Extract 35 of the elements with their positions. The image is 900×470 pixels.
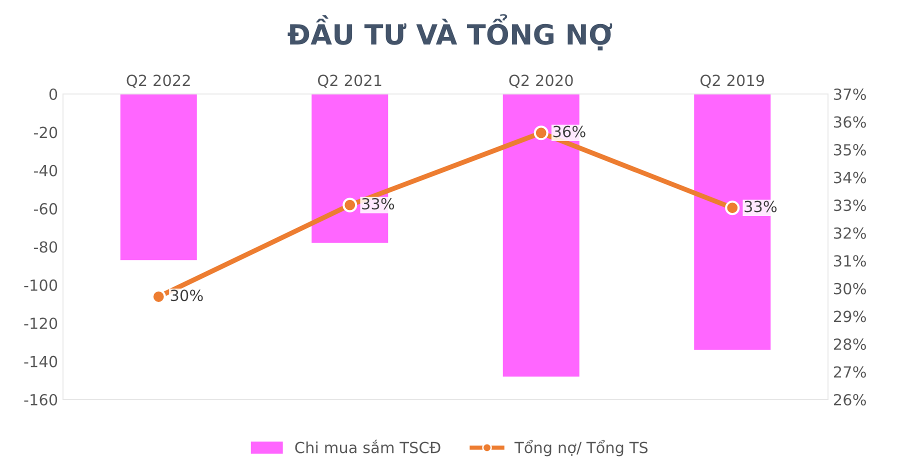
data-label: 33%	[744, 200, 777, 212]
x-tick-label: Q2 2021	[318, 74, 382, 88]
y2-tick-label: 30%	[834, 282, 866, 294]
data-label: 36%	[553, 126, 586, 138]
y-tick-label: -40	[34, 164, 58, 176]
y-tick-label: 0	[49, 88, 58, 100]
y2-tick-label: 26%	[834, 394, 866, 406]
y2-tick-label: 35%	[834, 144, 866, 156]
y-tick-label: -160	[24, 394, 58, 406]
y-tick-label: -100	[24, 279, 58, 291]
y2-tick-label: 37%	[834, 88, 866, 100]
y2-tick-label: 27%	[834, 366, 866, 378]
point	[342, 198, 358, 212]
legend-label: Tổng nợ/ Tổng TS	[514, 440, 648, 456]
y-tick-label: -20	[34, 126, 58, 138]
data-label: 30%	[170, 290, 203, 302]
legend-label: Chi mua sắm TSCĐ	[295, 440, 440, 454]
y2-tick-label: 34%	[834, 172, 866, 184]
y2-tick-label: 33%	[834, 200, 866, 212]
x-tick-label: Q2 2022	[126, 74, 190, 88]
data-label: 33%	[362, 198, 394, 210]
y2-tick-label: 36%	[834, 116, 866, 128]
point	[725, 200, 740, 216]
x-tick-label: Q2 2019	[700, 74, 764, 88]
y2-tick-label: 29%	[834, 310, 866, 322]
x-tick-label: Q2 2020	[509, 74, 573, 88]
y2-tick-label: 32%	[834, 227, 866, 239]
chart-title: ĐẦU TƯ VÀ TỔNG NỢ	[288, 14, 612, 50]
y2-tick-label: 28%	[834, 338, 866, 350]
y-tick-label: -60	[34, 203, 58, 215]
y2-tick-label: 31%	[834, 255, 866, 267]
point	[534, 126, 548, 140]
y-tick-label: -120	[24, 318, 58, 330]
y-tick-label: -140	[24, 356, 58, 368]
y-tick-label: -80	[34, 241, 58, 253]
